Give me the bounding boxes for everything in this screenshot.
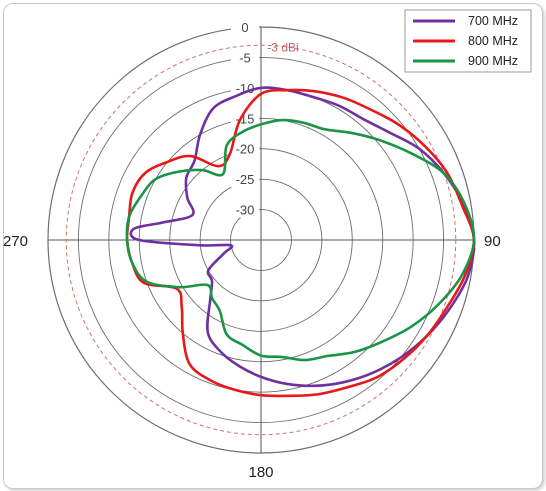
ring-label: 0 xyxy=(241,20,248,35)
ring-label-bg xyxy=(231,21,259,35)
series-group xyxy=(125,86,476,398)
ring-label: -25 xyxy=(236,172,255,187)
legend: 700 MHz 800 MHz 900 MHz xyxy=(404,9,532,73)
ring-labels: 0 -5 -10 -15 -20 -25 -30 xyxy=(231,20,259,218)
angle-label-180: 180 xyxy=(248,464,273,481)
legend-entry-800: 800 MHz xyxy=(468,34,518,48)
ring-label-bg xyxy=(231,203,259,218)
legend-entry-700: 700 MHz xyxy=(468,14,518,28)
series-line-700-mhz xyxy=(129,86,476,388)
angle-label-90: 90 xyxy=(484,233,501,250)
angle-labels: 90 180 270 xyxy=(3,233,501,481)
legend-entry-900: 900 MHz xyxy=(468,54,518,68)
polar-grid xyxy=(47,26,475,454)
ring-label: -20 xyxy=(236,142,255,157)
ring-label: -10 xyxy=(236,81,255,96)
reference-ring-line xyxy=(65,44,457,436)
ring-label-bg xyxy=(231,51,259,66)
chart-frame xyxy=(3,3,543,489)
ring-label-bg xyxy=(231,81,259,96)
reference-ring-label: -3 dBi xyxy=(267,40,298,54)
ring-label-bg xyxy=(231,142,259,157)
series-line-900-mhz xyxy=(125,118,476,362)
ring-label: -30 xyxy=(236,203,255,218)
angle-label-270: 270 xyxy=(3,233,28,250)
ring-label-bg xyxy=(231,173,259,188)
ring-label: -15 xyxy=(236,111,255,126)
series-line-800-mhz xyxy=(125,88,476,398)
ring-label: -5 xyxy=(239,50,251,65)
reference-ring: -3 dBi xyxy=(65,40,457,436)
